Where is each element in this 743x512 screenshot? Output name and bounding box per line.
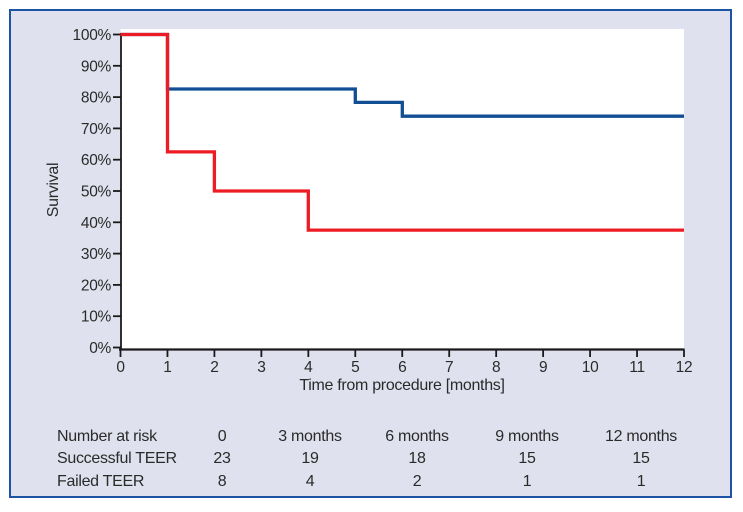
y-tick-label: 0% [89,340,111,357]
plot-background [120,29,684,350]
y-tick-label: 100% [73,27,112,44]
x-axis-title: Time from procedure [months] [299,377,504,394]
x-tick-label: 7 [445,359,453,376]
survival-curve-failed-teer [120,32,684,232]
x-tick-label: 12 [676,359,693,376]
x-tick-label: 0 [116,359,125,376]
risk-table-cell: 4 [306,473,315,490]
risk-table-cell: 23 [213,450,231,467]
x-tick-label: 10 [582,359,599,376]
x-tick-label: 4 [304,359,313,376]
risk-row-label: Successful TEER [57,450,177,467]
y-tick-label: 10% [81,309,112,326]
risk-table-cell: 19 [301,450,319,467]
x-tick-label: 6 [398,359,406,376]
risk-table-title: Number at risk [57,428,158,445]
risk-time-label: 12 months [605,428,677,445]
x-tick-label: 11 [629,359,645,376]
risk-time-label: 3 months [278,428,342,445]
y-tick-label: 40% [81,215,112,232]
risk-table-cell: 8 [218,473,227,490]
y-tick-label: 80% [81,90,112,107]
x-tick-label: 9 [539,359,547,376]
y-axis-title: Survival [45,163,62,218]
risk-table-cell: 18 [408,450,426,467]
plot-layer: 0%10%20%30%40%50%60%70%80%90%100%0 1 2 3 4 5 6… [73,27,693,376]
risk-table-cell: 2 [413,473,422,490]
risk-table-cell: 1 [637,473,646,490]
x-tick-label: 8 [492,359,500,376]
x-tick-label: 2 [210,359,218,376]
risk-time-label: 0 [218,428,227,445]
risk-table-cell: 15 [632,450,650,467]
x-tick-label: 5 [351,359,359,376]
risk-time-label: 6 months [385,428,449,445]
x-tick-label: 1 [163,359,171,376]
y-tick-label: 30% [81,246,112,263]
y-tick-label: 90% [81,58,112,75]
risk-table-cell: 1 [523,473,532,490]
risk-table-cell: 15 [518,450,536,467]
risk-time-label: 9 months [495,428,559,445]
y-tick-label: 20% [81,277,112,294]
y-tick-label: 50% [81,184,112,201]
y-tick-label: 70% [81,121,112,138]
risk-table: Number at risk 0 3 months 6 months 9 months… [57,428,678,490]
y-tick-label: 60% [81,152,112,169]
x-tick-label: 3 [257,359,265,376]
risk-row-label: Failed TEER [57,473,144,490]
